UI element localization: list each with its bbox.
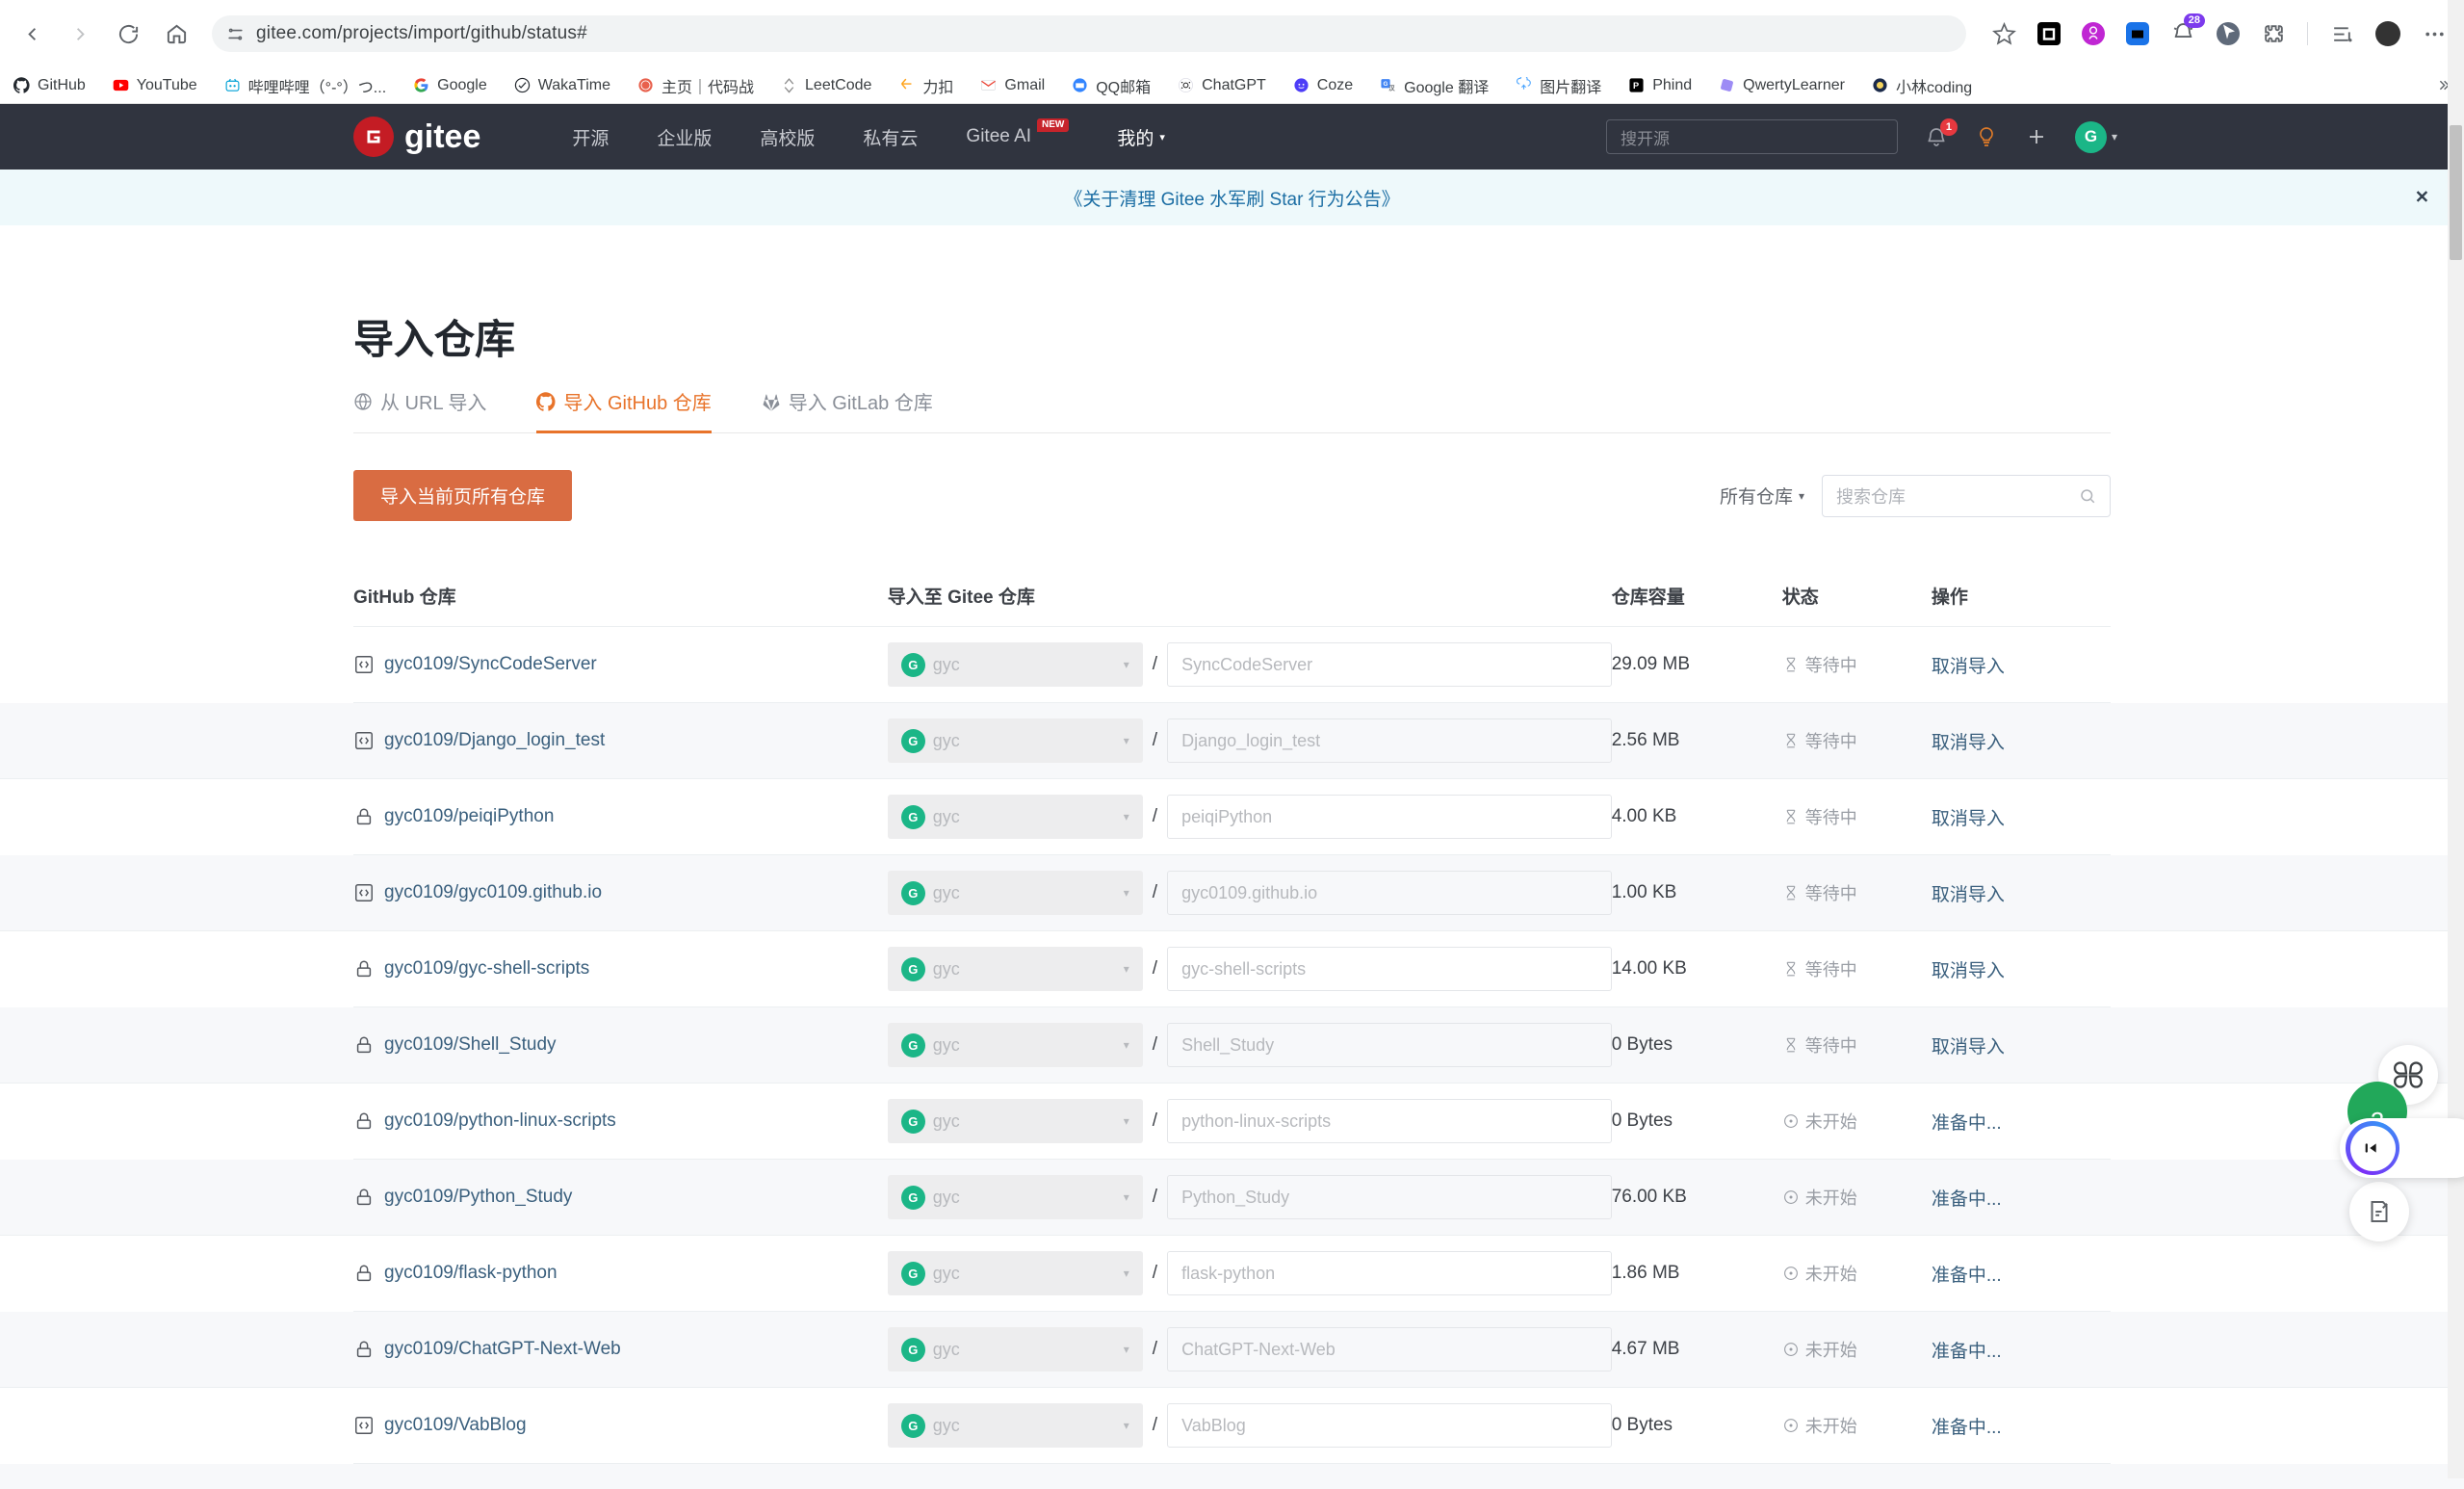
svg-text:G: G <box>1384 81 1388 88</box>
svg-text:汉: 汉 <box>1388 83 1395 91</box>
svg-text:P: P <box>1633 81 1639 91</box>
